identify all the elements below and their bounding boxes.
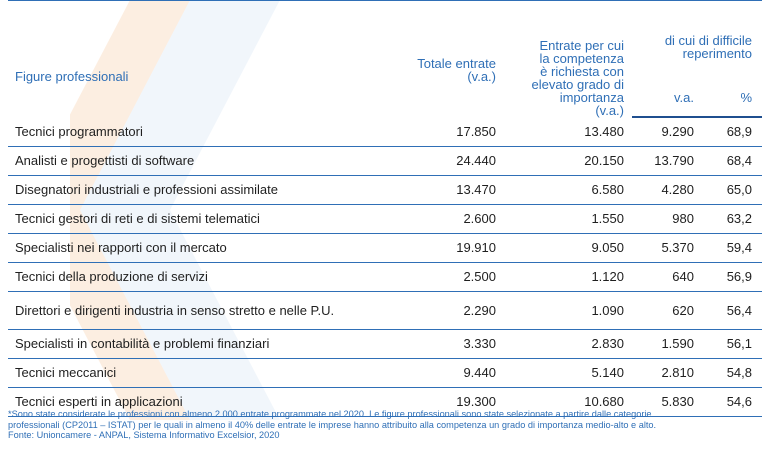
header-pct: %	[702, 60, 763, 118]
cell-totale: 19.300	[378, 387, 504, 417]
header-competenza-line: (v.a.)	[595, 103, 624, 118]
table-row: Specialisti nei rapporti con il mercato …	[8, 233, 763, 263]
cell-difficile-va: 1.590	[632, 329, 702, 359]
cell-totale: 2.290	[378, 291, 504, 330]
header-competenza-line: Entrate per cui	[539, 38, 624, 53]
cell-figure: Tecnici gestori di reti e di sistemi tel…	[8, 204, 378, 234]
cell-difficile-pct: 68,9	[702, 117, 763, 147]
cell-competenza: 1.120	[504, 262, 632, 292]
table-row: Tecnici della produzione di servizi 2.50…	[8, 262, 763, 292]
footnote-source: Fonte: Unioncamere - ANPAL, Sistema Info…	[8, 430, 280, 440]
header-totale-line2: (v.a.)	[467, 69, 496, 84]
table-container: Figure professionali Totale entrate (v.a…	[8, 0, 763, 417]
footnote-note-line2: professionali (CP2011 – ISTAT) per le qu…	[8, 419, 657, 430]
cell-figure: Specialisti in contabilità e problemi fi…	[8, 329, 378, 359]
header-difficile: di cui di difficile reperimento	[632, 0, 763, 61]
footnote-note-line1: *Sono state considerate le professioni c…	[8, 409, 652, 419]
header-difficile-line2: reperimento	[682, 46, 753, 61]
cell-competenza: 2.830	[504, 329, 632, 359]
cell-difficile-pct: 56,9	[702, 262, 763, 292]
cell-difficile-va: 620	[632, 291, 702, 330]
header-competenza-line: importanza	[559, 90, 624, 105]
cell-difficile-pct: 59,4	[702, 233, 763, 263]
cell-difficile-va: 640	[632, 262, 702, 292]
table-row: Tecnici meccanici 9.440 5.140 2.810 54,8	[8, 358, 763, 388]
footnote: *Sono state considerate le professioni c…	[8, 409, 768, 441]
cell-difficile-pct: 56,1	[702, 329, 763, 359]
cell-figure: Disegnatori industriali e professioni as…	[8, 175, 378, 205]
table-row: Disegnatori industriali e professioni as…	[8, 175, 763, 205]
cell-competenza: 9.050	[504, 233, 632, 263]
cell-difficile-va: 5.830	[632, 387, 702, 417]
header-competenza: Entrate per cui la competenza è richiest…	[504, 0, 632, 118]
cell-difficile-va: 13.790	[632, 146, 702, 176]
table-row: Tecnici gestori di reti e di sistemi tel…	[8, 204, 763, 234]
cell-competenza: 1.550	[504, 204, 632, 234]
cell-competenza: 13.480	[504, 117, 632, 147]
header-difficile-line1: di cui di difficile	[664, 33, 753, 48]
cell-totale: 24.440	[378, 146, 504, 176]
cell-competenza: 1.090	[504, 291, 632, 330]
table-row: Tecnici esperti in applicazioni 19.300 1…	[8, 387, 763, 417]
cell-difficile-va: 5.370	[632, 233, 702, 263]
header-va: v.a.	[632, 60, 702, 118]
cell-difficile-pct: 68,4	[702, 146, 763, 176]
header-competenza-line: la competenza	[539, 51, 624, 66]
cell-difficile-va: 980	[632, 204, 702, 234]
cell-figure: Direttori e dirigenti industria in senso…	[8, 291, 378, 330]
cell-totale: 13.470	[378, 175, 504, 205]
cell-totale: 17.850	[378, 117, 504, 147]
cell-difficile-pct: 56,4	[702, 291, 763, 330]
header-competenza-line: è richiesta con	[540, 64, 624, 79]
table-row: Tecnici programmatori 17.850 13.480 9.29…	[8, 117, 763, 147]
header-totale-line1: Totale entrate	[417, 56, 496, 71]
cell-difficile-va: 9.290	[632, 117, 702, 147]
cell-totale: 19.910	[378, 233, 504, 263]
professional-figures-table: Figure professionali Totale entrate (v.a…	[8, 0, 763, 417]
cell-difficile-pct: 54,8	[702, 358, 763, 388]
cell-totale: 3.330	[378, 329, 504, 359]
cell-competenza: 10.680	[504, 387, 632, 417]
cell-totale: 2.500	[378, 262, 504, 292]
cell-difficile-va: 4.280	[632, 175, 702, 205]
cell-figure: Specialisti nei rapporti con il mercato	[8, 233, 378, 263]
header-competenza-line: elevato grado di	[531, 77, 624, 92]
cell-figure: Analisti e progettisti di software	[8, 146, 378, 176]
cell-totale: 2.600	[378, 204, 504, 234]
cell-totale: 9.440	[378, 358, 504, 388]
header-figure: Figure professionali	[8, 0, 378, 117]
table-row: Specialisti in contabilità e problemi fi…	[8, 329, 763, 359]
cell-difficile-pct: 63,2	[702, 204, 763, 234]
cell-difficile-pct: 65,0	[702, 175, 763, 205]
cell-competenza: 6.580	[504, 175, 632, 205]
cell-difficile-va: 2.810	[632, 358, 702, 388]
table-row: Direttori e dirigenti industria in senso…	[8, 291, 763, 330]
header-totale: Totale entrate (v.a.)	[378, 0, 504, 117]
cell-difficile-pct: 54,6	[702, 387, 763, 417]
cell-figure: Tecnici programmatori	[8, 117, 378, 147]
cell-competenza: 5.140	[504, 358, 632, 388]
cell-competenza: 20.150	[504, 146, 632, 176]
cell-figure: Tecnici meccanici	[8, 358, 378, 388]
cell-figure: Tecnici esperti in applicazioni	[8, 387, 378, 417]
table-row: Analisti e progettisti di software 24.44…	[8, 146, 763, 176]
cell-figure: Tecnici della produzione di servizi	[8, 262, 378, 292]
header-figure-label: Figure professionali	[15, 69, 129, 84]
